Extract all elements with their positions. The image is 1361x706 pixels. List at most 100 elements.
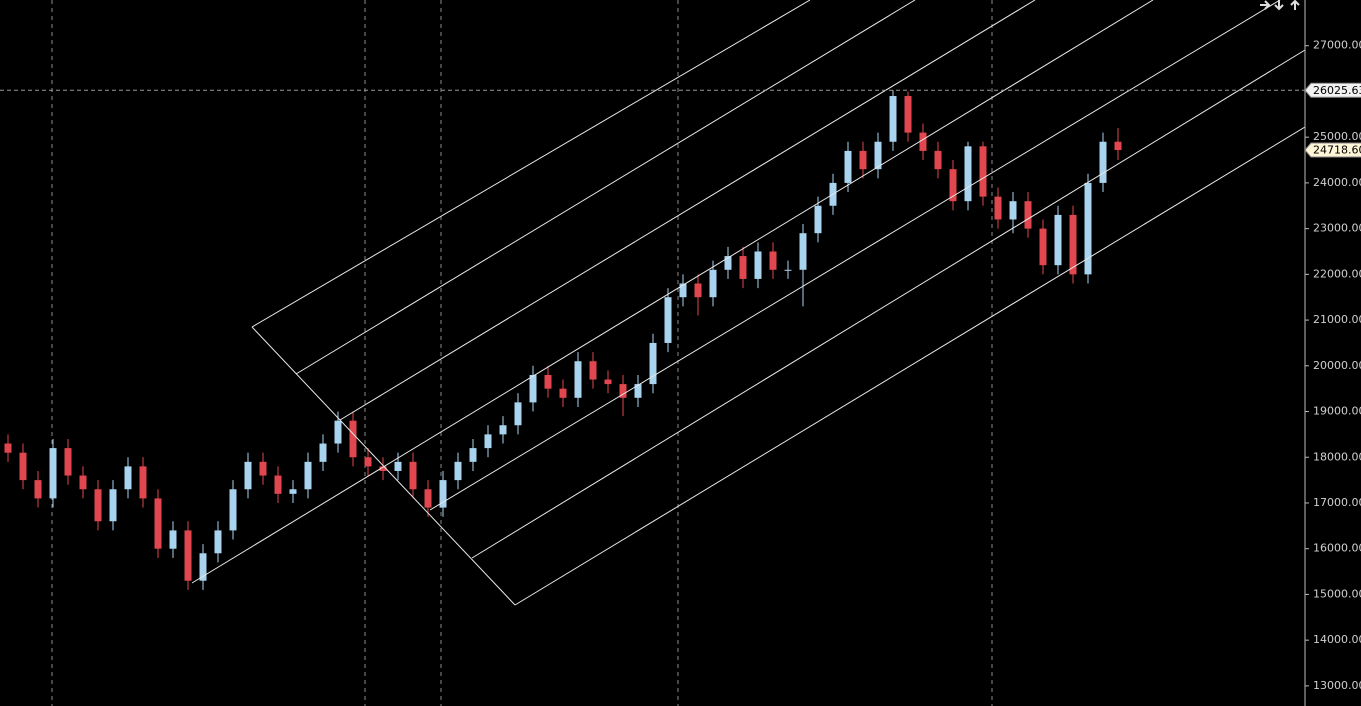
candle-body	[694, 283, 702, 298]
candle-body	[979, 146, 987, 197]
candle-body	[454, 461, 462, 481]
candle-body	[949, 169, 957, 202]
price-marker-label: 24718.60	[1313, 144, 1361, 157]
candle-body	[679, 283, 687, 298]
candle-body	[649, 342, 657, 385]
pitchfork-drawing	[191, 0, 1306, 606]
y-tick-label: 27000.00	[1313, 39, 1361, 52]
channel-line	[429, 0, 1281, 511]
candle-body	[214, 530, 222, 554]
candle-body	[604, 379, 612, 385]
y-tick-label: 13000.00	[1313, 679, 1361, 692]
y-tick-label: 20000.00	[1313, 359, 1361, 372]
candle-body	[964, 146, 972, 202]
candle-body	[394, 461, 402, 471]
candle-body	[1099, 141, 1107, 183]
candle-body	[64, 448, 72, 476]
candle-body	[1114, 141, 1122, 151]
candle-body	[754, 251, 762, 279]
candle-body	[319, 443, 327, 462]
candle-body	[919, 132, 927, 151]
candle-body	[274, 475, 282, 494]
candle-body	[94, 489, 102, 522]
candle-body	[154, 498, 162, 549]
candle-body	[79, 475, 87, 490]
candle-body	[19, 452, 27, 481]
candle-body	[139, 466, 147, 499]
candle-body	[304, 461, 312, 490]
candle-body	[994, 196, 1002, 220]
candle-body	[1069, 214, 1077, 275]
candle-body	[109, 489, 117, 522]
candle-body	[1009, 201, 1017, 220]
candle-body	[814, 205, 822, 234]
y-tick-label: 22000.00	[1313, 267, 1361, 280]
candle-body	[529, 374, 537, 403]
candle-body	[1054, 214, 1062, 266]
candle-body	[574, 361, 582, 398]
y-tick-label: 17000.00	[1313, 496, 1361, 509]
candle-body	[409, 461, 417, 490]
price-marker-box	[1304, 142, 1361, 158]
candle-body	[709, 269, 717, 298]
channel-line	[514, 126, 1306, 606]
candle-body	[589, 361, 597, 380]
candle-body	[4, 443, 12, 453]
price-marker-label: 26025.63	[1313, 84, 1361, 97]
candle-body	[634, 384, 642, 398]
candle-body	[199, 553, 207, 581]
candle-body	[334, 420, 342, 444]
candle-body	[559, 388, 567, 398]
candle-body	[544, 374, 552, 389]
y-tick-label: 23000.00	[1313, 222, 1361, 235]
y-tick-label: 16000.00	[1313, 542, 1361, 555]
candles	[4, 90, 1122, 590]
y-tick-label: 18000.00	[1313, 450, 1361, 463]
candle-body	[904, 96, 912, 133]
candle-body	[424, 489, 432, 508]
candle-body	[1039, 228, 1047, 266]
price-marker-box	[1304, 82, 1361, 98]
candle-body	[769, 251, 777, 270]
candle-body	[469, 448, 477, 462]
icon-down[interactable]	[1274, 0, 1284, 11]
y-tick-label: 24000.00	[1313, 176, 1361, 189]
candle-body	[439, 480, 447, 508]
candle-body	[244, 461, 252, 490]
candle-body	[259, 461, 267, 476]
candle-body	[844, 150, 852, 183]
candle-body	[724, 256, 732, 270]
channel-line	[471, 49, 1306, 559]
candle-body	[799, 233, 807, 270]
channel-line	[295, 0, 916, 375]
candle-body	[934, 150, 942, 170]
candle-body	[619, 384, 627, 398]
channel-line	[191, 0, 1154, 584]
channel-line	[339, 0, 1036, 421]
candle-body	[784, 269, 792, 271]
icon-right[interactable]	[1260, 0, 1271, 10]
candle-body	[289, 489, 297, 494]
candle-body	[484, 434, 492, 449]
price-axis: 13000.00 14000.00 15000.00 16000.00 17000.00…	[1305, 39, 1361, 692]
y-tick-label: 25000.00	[1313, 130, 1361, 143]
y-tick-label: 21000.00	[1313, 313, 1361, 326]
handle-line	[251, 326, 516, 606]
candle-body	[889, 96, 897, 142]
icon-up[interactable]	[1290, 0, 1300, 10]
vertical-grid	[51, 0, 993, 706]
channel-line	[251, 0, 811, 328]
candle-body	[184, 530, 192, 581]
candle-body	[1024, 201, 1032, 229]
candle-body	[859, 150, 867, 170]
candle-body	[739, 256, 747, 279]
candle-body	[364, 457, 372, 467]
candle-body	[349, 420, 357, 458]
candle-body	[124, 466, 132, 490]
toolbar-icons	[1260, 0, 1300, 11]
candle-body	[664, 297, 672, 343]
candle-body	[499, 425, 507, 435]
candle-body	[34, 480, 42, 499]
